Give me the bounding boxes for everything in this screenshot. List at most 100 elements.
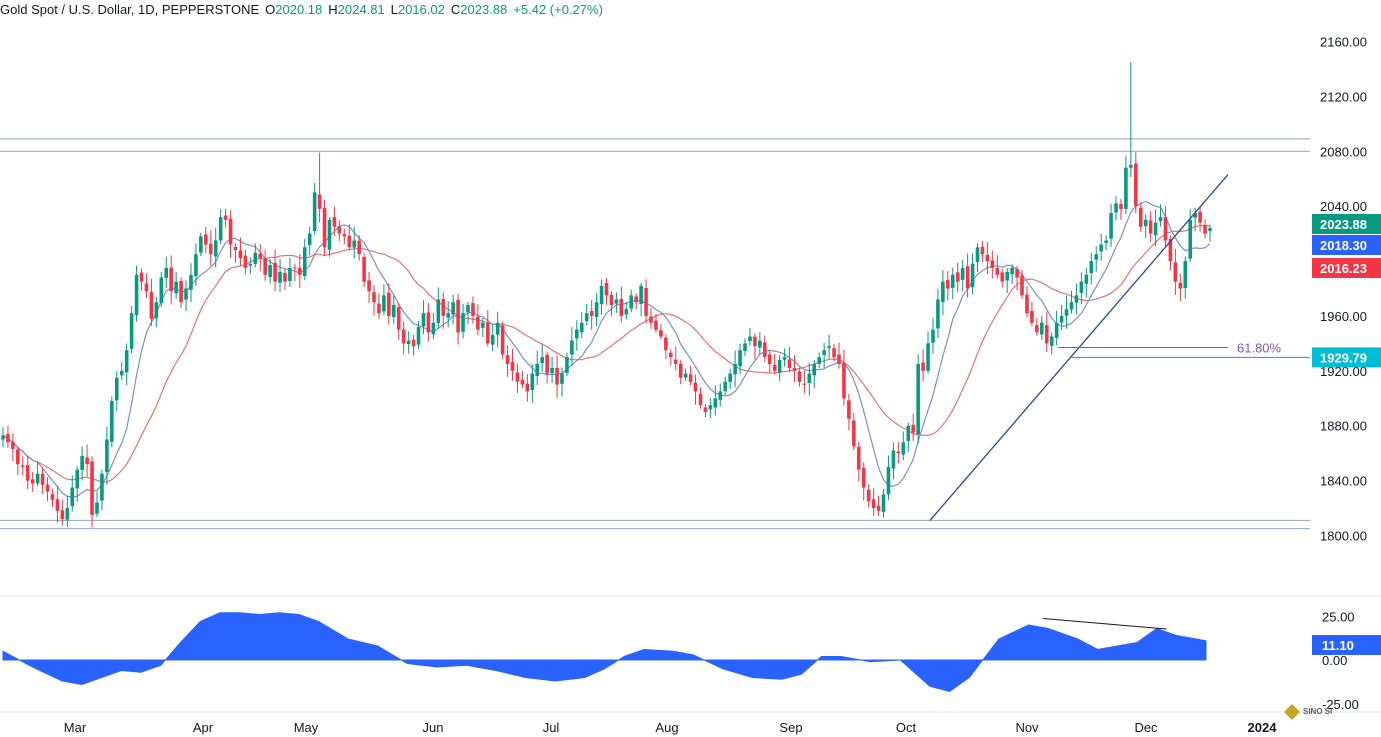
candle [1074,283,1079,315]
candle-body [852,420,856,447]
candle-body [114,377,119,401]
candle [713,385,718,416]
candle [891,442,896,480]
candle-body [634,296,638,303]
candle-body [1119,204,1123,209]
candle-body [199,236,203,253]
candle [950,267,955,300]
candle [1193,207,1197,232]
candle [782,348,787,367]
candle-body [70,487,75,507]
candle [441,292,446,329]
candle-body [124,350,129,373]
candle [822,342,826,369]
candle-body [990,260,995,268]
candle [11,433,15,461]
candle-body [1005,272,1009,281]
candle-body [861,467,866,488]
candle-body [406,340,411,345]
candle-body [1198,211,1202,223]
candle [995,255,1000,279]
candle-body [782,357,787,360]
candle [406,331,411,354]
close-value: 2023.88 [460,1,508,17]
candle-body [25,465,30,481]
candle [767,350,772,373]
candle [1114,196,1118,221]
candle-body [822,350,826,355]
candle-body [154,302,159,319]
candle [520,370,525,389]
fib-layer[interactable]: 61.80% [1058,341,1310,358]
candle [787,346,792,373]
chart-header: Gold Spot / U.S. Dollar, 1D, PEPPERSTONE… [0,0,603,18]
candle-body [906,425,911,441]
candle [654,314,658,333]
candle [204,226,208,253]
candle [985,242,990,274]
candle-body [1015,269,1019,278]
candles-layer[interactable] [1,62,1212,528]
candle [777,355,782,381]
candle-body [728,373,732,382]
candle [530,364,535,404]
candle-body [738,350,742,367]
candle-body [391,304,396,318]
candle-body [446,313,451,318]
oscillator-value-badge: 11.10 [1312,635,1381,655]
candle [485,310,490,347]
oscillator-pane[interactable] [2,612,1207,693]
candle [1153,209,1158,247]
candle-body [901,442,906,455]
candle [337,220,342,242]
candle [866,484,871,508]
candle-body [624,309,629,315]
candle-body [733,363,737,375]
candle [436,287,441,329]
candle [807,362,812,396]
candle-body [881,494,886,512]
candle [1020,269,1024,299]
candle-body [535,363,540,376]
candle [1148,211,1153,243]
candle-body [342,234,347,237]
candle-body [807,373,812,384]
candle [431,312,436,340]
candle-body [382,295,386,312]
candle-body [931,329,935,343]
candle [45,477,50,502]
candle-body [1173,262,1178,282]
time-axis-label: Apr [193,720,214,735]
price-tick-label: 1920.00 [1320,364,1367,379]
candle-body [144,283,149,292]
candle [990,250,995,279]
candle-body [1133,163,1138,207]
logo-diamond-icon [1284,704,1300,720]
candle-body [708,405,713,410]
candle-body [1079,281,1084,293]
candle [174,271,178,299]
candle [1030,302,1034,327]
candle [772,353,777,375]
candle-body [6,434,10,443]
price-axis[interactable]: 2160.00 2120.00 2080.00 2040.00 1960.00 1920.… [0,34,1381,713]
candle-body [1084,274,1089,284]
candle [85,444,89,477]
candle [664,334,668,360]
candle-body [490,335,495,345]
candle [1138,202,1143,232]
candle-body [743,343,747,351]
candle [273,249,277,292]
candle-body [421,313,426,327]
candle [970,253,975,295]
candle-body [60,510,65,520]
change-value: +5.42 (+0.27%) [513,1,603,17]
price-tick-label: 2160.00 [1320,34,1367,49]
time-axis-label: Mar [64,720,87,735]
oscillator-tick-label: 25.00 [1322,609,1355,624]
candle-body [312,192,317,232]
time-axis[interactable]: Mar Apr May Jun Jul Aug Sep Oct Nov Dec 2024 [64,720,1277,735]
candle-body [134,274,139,316]
candle-body [1203,224,1207,234]
